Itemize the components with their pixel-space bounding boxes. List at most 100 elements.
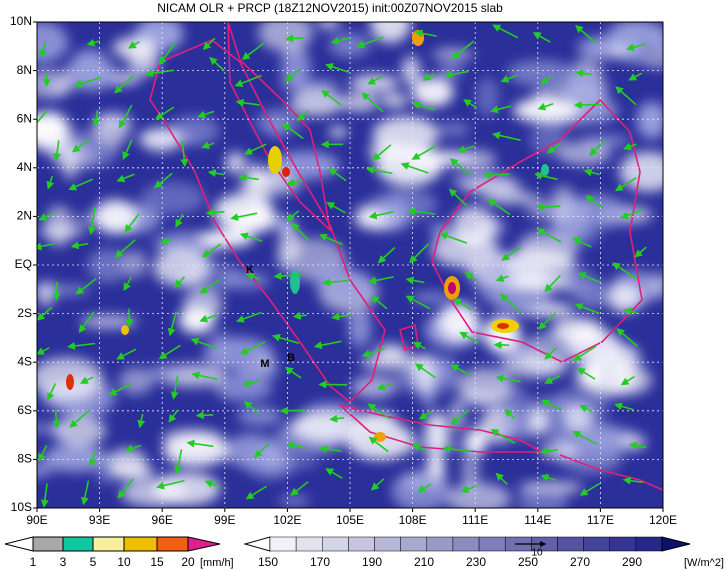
colorbar-end <box>4 536 34 552</box>
colorbar-box <box>635 536 663 552</box>
wind-arrow <box>417 483 432 493</box>
cloud <box>452 205 495 248</box>
colorbar-box <box>156 536 189 552</box>
wind-arrow <box>285 441 307 450</box>
cloud <box>112 36 156 59</box>
wind-arrow <box>575 69 592 78</box>
wind-arrow <box>321 89 343 106</box>
wind-arrow <box>209 56 225 72</box>
wind-arrow <box>412 341 426 350</box>
wind-arrow <box>414 29 437 38</box>
cloud <box>639 48 663 69</box>
cloud <box>500 354 568 378</box>
wind-arrow <box>585 195 604 210</box>
wind-arrow <box>504 408 515 420</box>
axis-ticks <box>33 21 664 512</box>
lon-label: 99E <box>214 513 235 527</box>
wind-arrow <box>623 142 637 151</box>
wind-arrow <box>197 110 215 119</box>
wind-arrow <box>405 276 425 285</box>
wind-arrow <box>137 413 146 429</box>
lon-label: 117E <box>587 513 614 527</box>
wind-arrow <box>174 449 183 475</box>
wind-arrow <box>452 298 472 311</box>
colorbar-label: 270 <box>570 555 590 569</box>
wind-arrow <box>623 307 638 316</box>
cloud <box>225 152 246 174</box>
wind-arrow <box>292 311 308 320</box>
wind-arrow <box>500 74 518 83</box>
wind-arrow <box>243 143 267 155</box>
wind-arrow <box>87 207 96 235</box>
colorbar-box <box>92 536 125 552</box>
wind-arrow <box>405 295 431 310</box>
cloud <box>513 98 580 123</box>
wind-arrow <box>39 40 47 59</box>
lon-label: 120E <box>649 513 677 527</box>
colorbar-label: 210 <box>414 555 434 569</box>
lon-label: 90E <box>26 513 47 527</box>
wind-arrow <box>190 337 218 350</box>
wind-arrow <box>615 86 637 106</box>
colorbar-label: 15 <box>150 555 164 569</box>
cloud <box>69 48 110 89</box>
lat-label: 10N <box>10 14 32 28</box>
wind-arrow <box>70 241 89 250</box>
lon-label: 108E <box>399 513 427 527</box>
wind-arrow <box>186 439 214 448</box>
wind-arrow <box>201 141 215 149</box>
wind-arrow <box>544 375 561 384</box>
wind-arrow <box>414 363 436 379</box>
cloud <box>120 250 148 278</box>
wind-arrow <box>67 341 96 350</box>
wind-arrow <box>108 383 132 396</box>
wind-arrow <box>491 131 521 141</box>
cloud <box>564 194 626 230</box>
wind-arrow <box>127 40 140 49</box>
wind-arrow <box>331 312 351 321</box>
wind-arrow <box>376 382 392 391</box>
cloud <box>504 276 570 291</box>
wind-arrow <box>532 32 551 43</box>
wind-arrow <box>290 481 309 496</box>
wind-arrow <box>281 122 304 140</box>
cloud <box>439 302 479 340</box>
wind-arrow <box>125 444 142 453</box>
cloud <box>317 22 341 29</box>
wind-arrow <box>168 409 179 423</box>
wind-arrow <box>411 144 438 160</box>
wind-arrow <box>52 409 61 429</box>
cloud <box>564 403 593 432</box>
wind-arrow <box>53 140 61 162</box>
colorbar-box <box>452 536 480 552</box>
wind-arrow <box>243 400 260 415</box>
vector-reference-label: 10 <box>531 548 543 559</box>
wind-arrow <box>75 278 97 295</box>
wind-arrow <box>330 36 351 45</box>
cloud <box>291 411 362 442</box>
wind-arrow <box>199 314 218 323</box>
wind-arrow <box>79 376 94 384</box>
wind-arrow <box>174 276 186 288</box>
lat-label: 4N <box>17 160 32 174</box>
wind-arrow <box>116 348 137 360</box>
colorbar-box <box>295 536 323 552</box>
cloud <box>619 151 663 192</box>
map-title: NICAM OLR + PRCP (18Z12NOV2015) init:00Z… <box>157 1 503 15</box>
cloud <box>517 487 568 508</box>
wind-arrow <box>409 243 430 264</box>
wind-arrow <box>490 429 516 445</box>
wind-arrow <box>284 367 302 379</box>
wind-arrow <box>230 212 258 221</box>
wind-arrow <box>159 237 173 245</box>
cloud <box>565 71 609 110</box>
wind-arrow <box>579 482 601 496</box>
wind-arrow <box>361 92 384 113</box>
colorbars: 1 3 5 10 15 20 [mm/h] 150 170 190 210 230 250 270 290 [… <box>4 536 724 569</box>
wind-arrow <box>285 210 300 222</box>
wind-arrow <box>541 400 563 411</box>
cloud <box>168 115 220 146</box>
wind-arrow <box>407 207 436 216</box>
wind-arrow <box>460 485 477 493</box>
wind-arrow <box>154 172 173 189</box>
